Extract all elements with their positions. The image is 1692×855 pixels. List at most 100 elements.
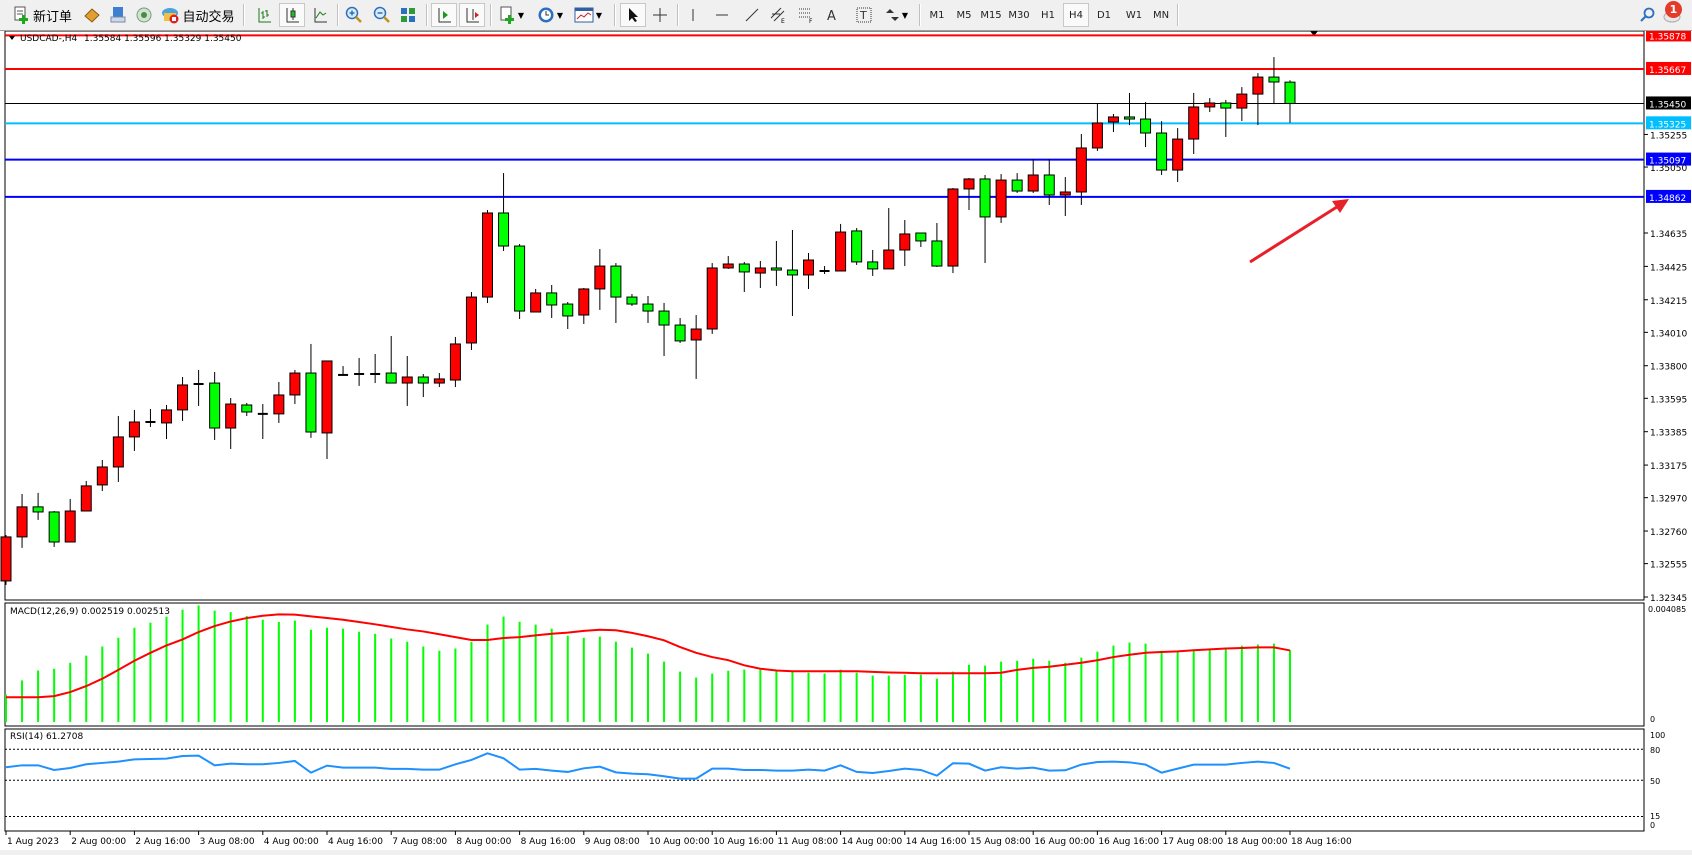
candle-down — [642, 303, 654, 312]
timeframe-m15-button[interactable]: M15 — [980, 9, 1002, 21]
auto-scroll-button[interactable] — [431, 3, 457, 27]
periodicity-button[interactable]: ▼ — [533, 3, 567, 27]
arrows-button[interactable]: ▼ — [878, 3, 914, 27]
new-order-button[interactable]: 新订单 — [8, 3, 78, 27]
level-price-label: 1.35450 — [1649, 100, 1686, 110]
main-chart-frame — [4, 31, 1645, 601]
candle-up — [1236, 93, 1248, 109]
text-button[interactable]: A — [820, 3, 844, 27]
candle-up — [803, 259, 814, 276]
candle-down — [931, 240, 943, 267]
price-axis-label: 1.33800 — [1650, 363, 1687, 373]
candle-up — [128, 421, 140, 438]
cursor-button[interactable] — [620, 3, 646, 27]
candles — [0, 57, 1296, 585]
candle-up — [947, 188, 959, 267]
svg-text:T: T — [859, 9, 867, 22]
toolbar: 新订单 自动交易 ▼ ▼ ▼ E F A T ▼ M1 M5 M15 M30 H1 H4 D… — [0, 0, 1692, 31]
level-price-label: 1.35667 — [1649, 66, 1686, 76]
time-axis-label: 7 Aug 08:00 — [392, 837, 447, 847]
zoom-in-button[interactable] — [342, 3, 366, 27]
new-chart-button[interactable]: ▼ — [495, 3, 529, 27]
text-label-button[interactable]: T — [852, 3, 876, 27]
notification-badge[interactable]: 1 — [1665, 1, 1682, 18]
candle-down — [979, 178, 991, 218]
crosshair-button[interactable] — [648, 3, 672, 27]
candle-down — [241, 404, 253, 413]
collapse-triangle-icon[interactable] — [9, 36, 15, 40]
timeframe-d1-button[interactable]: D1 — [1096, 9, 1112, 21]
svg-text:E: E — [781, 18, 785, 24]
timeframe-h1-button[interactable]: H1 — [1041, 9, 1055, 21]
candle-up — [1027, 174, 1039, 192]
level-price-label: 1.34862 — [1649, 194, 1686, 204]
auto-trading-icon — [162, 8, 179, 24]
macd-label: MACD(12,26,9) 0.002519 0.002513 — [10, 607, 170, 617]
candle-up — [433, 378, 445, 384]
candle-up — [578, 288, 590, 316]
timeframe-m1-button[interactable]: M1 — [929, 9, 945, 21]
vertical-line-button[interactable] — [682, 3, 704, 27]
timeframe-m30-button[interactable]: M30 — [1008, 9, 1030, 21]
periodicity-icon — [538, 7, 554, 23]
cursor-icon — [629, 8, 638, 22]
text-icon: A — [827, 9, 836, 23]
rsi-scale-50: 50 — [1650, 777, 1660, 786]
candle-up — [177, 384, 189, 411]
time-axis-label: 11 Aug 08:00 — [777, 837, 838, 847]
price-axis-label: 1.35255 — [1650, 131, 1687, 141]
chevron-down-icon: ▼ — [901, 10, 909, 20]
bar-chart-button[interactable] — [252, 3, 276, 27]
navigator-button[interactable] — [132, 3, 156, 27]
chart-shift-button[interactable] — [459, 3, 485, 27]
timeframe-mn-button[interactable]: MN — [1152, 9, 1170, 21]
status-strip — [0, 850, 1692, 855]
templates-button[interactable]: ▼ — [570, 3, 606, 27]
candle-up — [835, 231, 847, 272]
vertical-line-icon — [692, 9, 694, 21]
timeframe-h4-button[interactable]: H4 — [1063, 3, 1089, 27]
price-axis-label: 1.32760 — [1650, 528, 1687, 538]
crosshair-icon — [653, 8, 667, 22]
candle-down — [610, 265, 622, 298]
data-window-button[interactable] — [106, 3, 130, 27]
candle-up — [995, 179, 1007, 218]
time-axis-label: 3 Aug 08:00 — [200, 837, 255, 847]
rsi-panel — [5, 748, 1644, 817]
tile-windows-button[interactable] — [396, 3, 420, 27]
candle-up — [1075, 147, 1087, 193]
fibonacci-icon: F — [799, 8, 813, 24]
candle-doji — [193, 383, 204, 386]
horizontal-line-button[interactable] — [710, 3, 734, 27]
equidistant-channel-button[interactable]: E — [766, 3, 790, 27]
zoom-out-button[interactable] — [370, 3, 394, 27]
fibonacci-button[interactable]: F — [794, 3, 818, 27]
candle-up — [594, 265, 606, 290]
time-axis-label: 8 Aug 16:00 — [521, 837, 576, 847]
auto-trading-button[interactable]: 自动交易 — [160, 3, 236, 27]
candle-down — [786, 269, 798, 276]
candlestick-button[interactable] — [279, 3, 305, 27]
search-button[interactable] — [1636, 3, 1658, 27]
candle-up — [225, 403, 237, 429]
timeframe-m5-button[interactable]: M5 — [956, 9, 972, 21]
arrows-icon — [885, 9, 899, 21]
candle-up — [883, 249, 895, 270]
candle-down — [385, 372, 397, 384]
chart-window[interactable]: 1.35878 1.35667 1.35450 1.35325 1.35097 1.348… — [0, 31, 1692, 855]
line-chart-button[interactable] — [308, 3, 332, 27]
time-axis-label: 2 Aug 00:00 — [71, 837, 126, 847]
trendline-button[interactable] — [740, 3, 764, 27]
time-axis-label: 1 Aug 2023 — [7, 837, 59, 847]
time-axis-label: 17 Aug 08:00 — [1163, 837, 1224, 847]
candle-doji — [257, 412, 268, 415]
candle-down — [48, 511, 60, 543]
candle-doji — [819, 269, 830, 272]
candle-up — [16, 506, 28, 538]
candle-down — [498, 212, 510, 247]
level-price-tag — [1646, 189, 1691, 203]
candle-up — [96, 466, 108, 486]
time-axis-label: 14 Aug 00:00 — [842, 837, 903, 847]
timeframe-w1-button[interactable]: W1 — [1125, 9, 1143, 21]
market-watch-button[interactable] — [80, 3, 104, 27]
